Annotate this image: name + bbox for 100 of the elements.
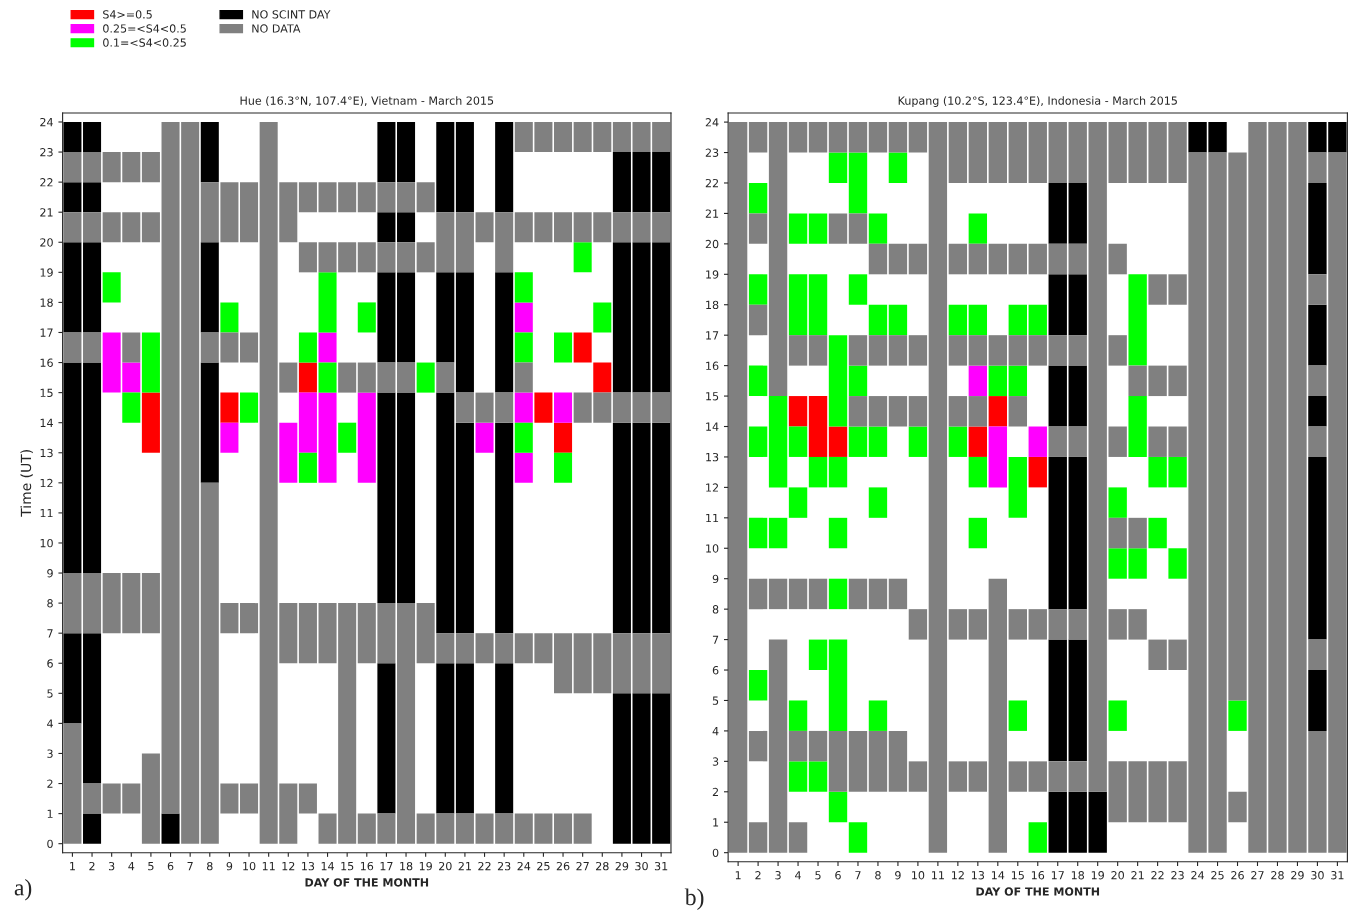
bar: [1048, 639, 1067, 762]
bar: [948, 761, 968, 792]
bar: [788, 700, 808, 731]
bar: [828, 213, 848, 244]
bar: [514, 452, 533, 483]
bar: [514, 272, 533, 303]
bar: [808, 639, 828, 671]
bar: [220, 422, 239, 453]
bar: [416, 362, 435, 393]
y-tick-label: 13: [40, 448, 53, 458]
bar: [1048, 761, 1067, 792]
y-tick-label: 13: [706, 452, 719, 462]
bar: [888, 396, 908, 427]
y-tick-label: 18: [40, 298, 53, 307]
bar: [455, 633, 474, 664]
y-tick-label: 24: [40, 117, 53, 127]
bar: [748, 578, 768, 610]
x-tick-label: 19: [1091, 871, 1104, 880]
bar: [318, 332, 337, 363]
x-tick-label: 14: [991, 871, 1005, 880]
bar: [808, 274, 828, 336]
x-tick-label: 5: [148, 862, 154, 871]
x-tick-label: 1: [735, 871, 741, 880]
bar: [397, 212, 416, 243]
bar: [988, 122, 1007, 183]
bar: [298, 452, 317, 483]
bar: [1028, 456, 1047, 488]
y-tick-label: 14: [706, 422, 719, 431]
bar: [948, 304, 968, 336]
y-tick-label: 3: [712, 757, 719, 766]
bar: [968, 365, 988, 397]
y-tick-label: 21: [705, 209, 719, 218]
bar: [83, 242, 102, 333]
bar: [908, 396, 928, 427]
bar: [988, 396, 1007, 427]
bar: [948, 122, 968, 183]
bar: [397, 272, 416, 363]
x-tick-label: 4: [795, 871, 801, 880]
bar: [612, 633, 631, 694]
x-tick-label: 30: [1311, 871, 1324, 880]
bar: [788, 274, 808, 336]
bar: [436, 392, 455, 634]
x-tick-label: 26: [1231, 871, 1244, 880]
bar: [1068, 365, 1087, 427]
bar: [298, 603, 317, 664]
bar: [848, 213, 868, 244]
bar: [534, 392, 553, 423]
bar: [455, 392, 474, 423]
bar: [788, 335, 808, 366]
bar: [1128, 396, 1147, 457]
x-tick-label: 15: [341, 862, 354, 871]
bar: [808, 122, 828, 153]
bar: [808, 213, 828, 244]
bar: [868, 487, 888, 518]
bar: [63, 633, 82, 724]
bar: [788, 761, 808, 792]
bar: [968, 335, 988, 366]
bar: [788, 822, 808, 853]
bar: [1048, 274, 1067, 336]
bar: [948, 243, 968, 275]
x-tick-label: 28: [596, 861, 609, 871]
bar: [141, 332, 160, 393]
bar: [968, 609, 988, 640]
bar: [1048, 122, 1067, 183]
x-tick-label: 3: [775, 871, 781, 880]
bar: [788, 213, 808, 244]
bar: [888, 152, 908, 183]
y-tick-label: 5: [47, 689, 53, 698]
bar: [808, 730, 828, 762]
x-tick-label: 24: [1191, 871, 1205, 880]
x-tick-label: 12: [282, 861, 295, 871]
bar: [83, 121, 102, 153]
x-tick-label: 17: [380, 862, 393, 871]
x-tick-label: 22: [1151, 871, 1164, 880]
bar: [397, 121, 416, 183]
bar: [377, 663, 396, 814]
bar: [808, 761, 828, 792]
bar: [357, 392, 376, 483]
bar: [748, 426, 768, 457]
bar: [908, 122, 928, 153]
bar: [1068, 791, 1087, 853]
x-tick-label: 4: [128, 862, 135, 871]
bar: [612, 212, 631, 243]
bar: [768, 122, 788, 397]
x-tick-label: 15: [1011, 871, 1024, 880]
bar: [808, 578, 828, 610]
bar: [573, 813, 592, 844]
y-tick-label: 7: [712, 635, 719, 644]
bar: [1028, 243, 1047, 275]
bar: [908, 609, 928, 640]
bar: [848, 274, 868, 305]
y-tick-label: 21: [40, 208, 53, 217]
bar: [1068, 182, 1087, 244]
bar: [612, 242, 631, 393]
bar: [573, 242, 592, 273]
y-tick-label: 22: [40, 178, 53, 187]
bar: [748, 274, 768, 305]
bar: [1048, 609, 1067, 640]
bar: [1048, 791, 1067, 853]
x-tick-label: 25: [537, 861, 550, 871]
